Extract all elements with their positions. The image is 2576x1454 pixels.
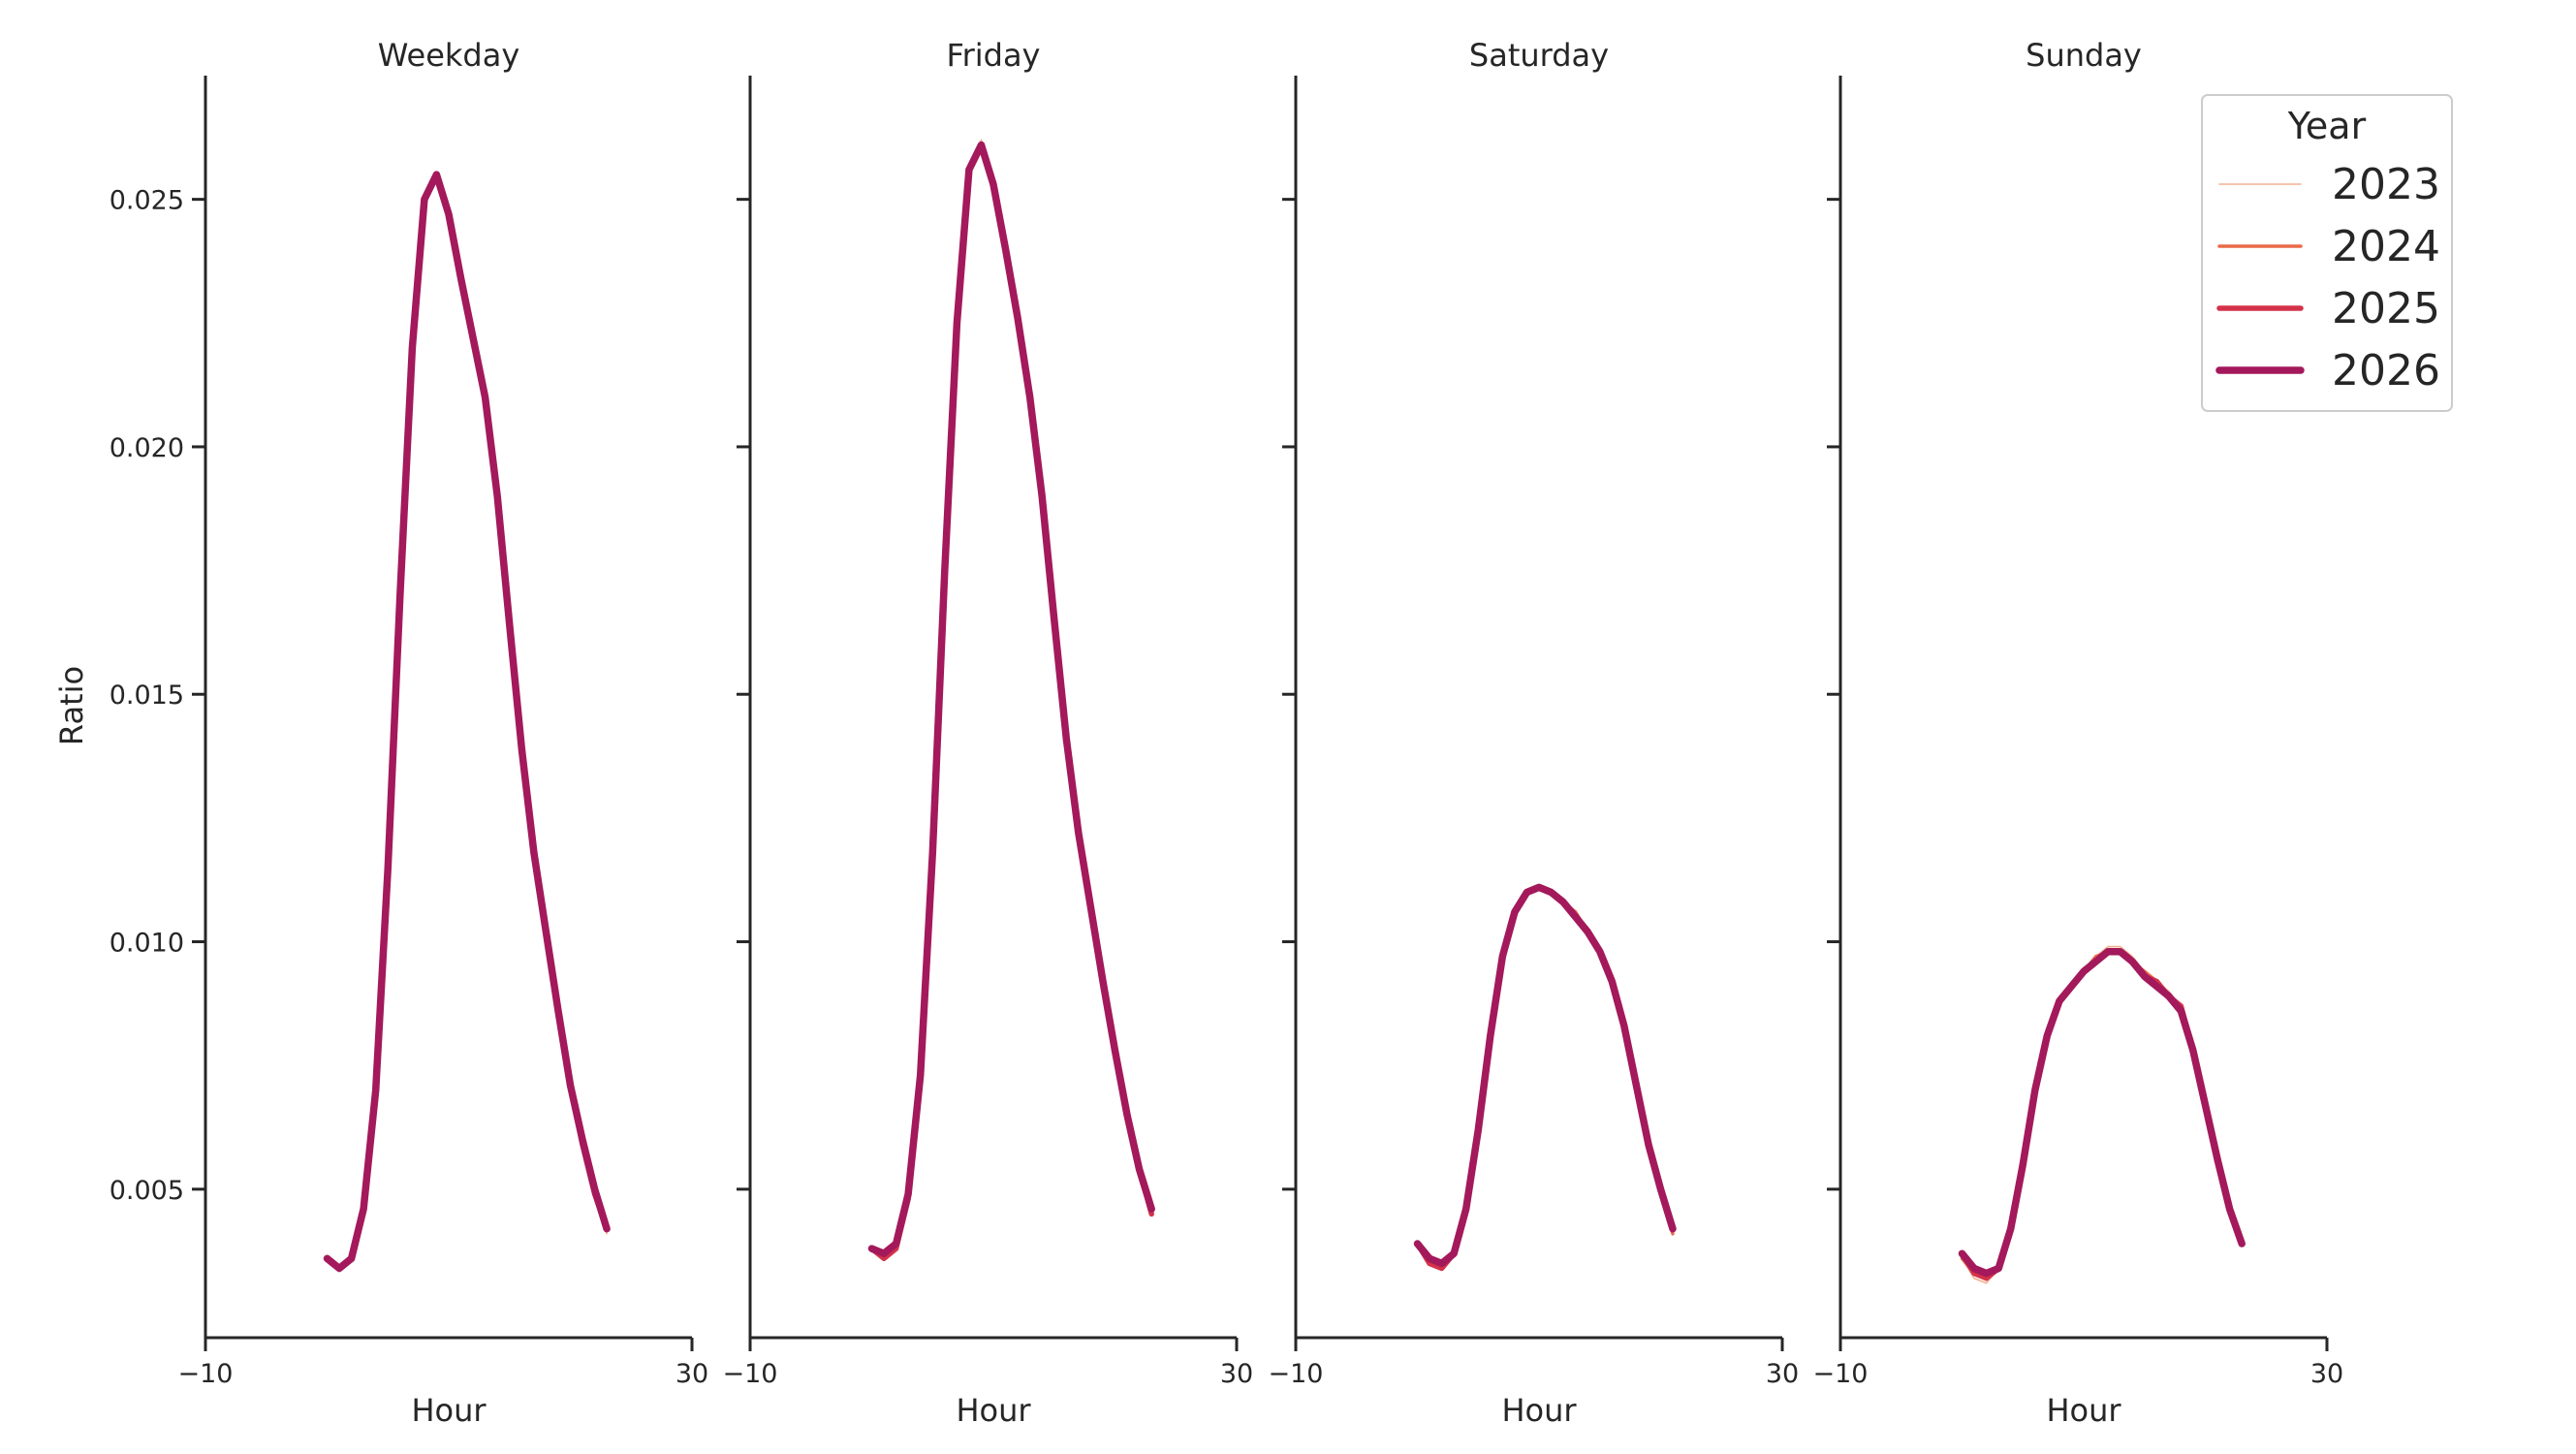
panel-saturday: Saturday −10 30 Hour [1269, 37, 1800, 1429]
legend-label-2024: 2024 [2332, 222, 2440, 271]
legend-title: Year [2287, 105, 2367, 147]
x-tick-label: −10 [1269, 1359, 1324, 1389]
panel-title-weekday: Weekday [378, 37, 520, 74]
series-line-sunday-2025 [1959, 948, 2245, 1281]
panels-layer: Weekday 0.005 0.010 0.015 0.020 0.025 −10 30 Hou… [110, 37, 2343, 1429]
legend-label-2023: 2023 [2332, 160, 2440, 209]
legend-frame [2201, 94, 2453, 412]
series-line-friday-2023 [870, 139, 1152, 1260]
panel-title-friday: Friday [947, 37, 1041, 74]
y-tick-label: 0.005 [110, 1176, 184, 1206]
y-tick-label: 0.010 [110, 929, 184, 959]
panel-weekday: Weekday 0.005 0.010 0.015 0.020 0.025 −10 30 Hou… [110, 37, 708, 1429]
x-tick-label: −10 [1813, 1359, 1869, 1389]
series-line-weekday-2024 [325, 173, 609, 1271]
x-tick-label: 30 [675, 1359, 708, 1389]
series-line-weekday-2023 [326, 174, 608, 1270]
series-line-sunday-2024 [1960, 949, 2244, 1280]
legend-label-2025: 2025 [2332, 284, 2440, 333]
panel-friday: Friday −10 30 Hour [723, 37, 1254, 1429]
x-axis-label-weekday: Hour [411, 1392, 487, 1429]
y-tick-label: 0.025 [110, 186, 184, 216]
y-tick-label: 0.020 [110, 433, 184, 463]
series-line-friday-2024 [869, 142, 1153, 1261]
x-tick-label: 30 [2310, 1359, 2343, 1389]
x-tick-label: −10 [178, 1359, 234, 1389]
series-line-friday-2026 [867, 141, 1155, 1257]
series-line-weekday-2026 [323, 171, 611, 1273]
x-axis-label-sunday: Hour [2046, 1392, 2121, 1429]
series-line-saturday-2026 [1413, 883, 1677, 1268]
x-axis-label-saturday: Hour [1501, 1392, 1577, 1429]
y-tick-label: 0.015 [110, 680, 184, 711]
series-line-friday-2025 [868, 142, 1154, 1262]
panel-sunday: Sunday −10 30 Hour [1813, 37, 2344, 1429]
y-axis-label: Ratio [53, 666, 90, 745]
panel-title-sunday: Sunday [2026, 37, 2142, 74]
x-axis-label-friday: Hour [956, 1392, 1031, 1429]
x-tick-label: 30 [1220, 1359, 1253, 1389]
panel-title-saturday: Saturday [1469, 37, 1609, 74]
legend: Year 2023 2024 2025 2026 [2201, 94, 2453, 412]
legend-label-2026: 2026 [2332, 346, 2440, 395]
series-line-sunday-2023 [1961, 945, 2243, 1284]
x-tick-label: −10 [723, 1359, 778, 1389]
x-tick-label: 30 [1766, 1359, 1799, 1389]
series-line-sunday-2026 [1958, 947, 2246, 1278]
series-line-weekday-2025 [324, 172, 610, 1272]
